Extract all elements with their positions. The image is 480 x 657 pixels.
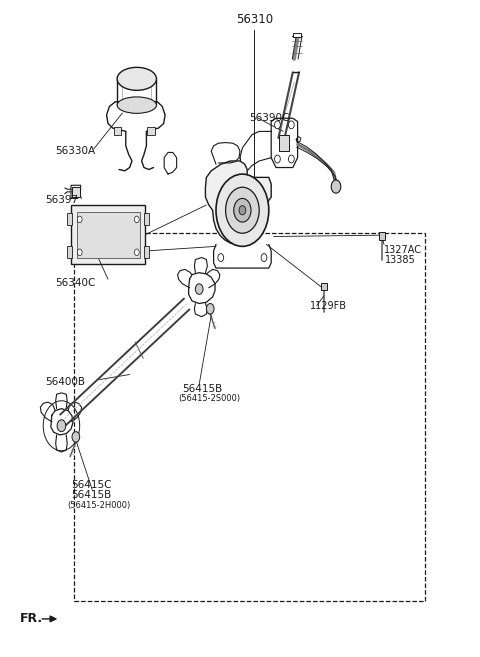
Circle shape xyxy=(234,198,251,222)
Text: (56415-2H000): (56415-2H000) xyxy=(68,501,131,510)
Text: 56330A: 56330A xyxy=(55,146,96,156)
Circle shape xyxy=(134,216,139,223)
Bar xyxy=(293,33,301,37)
Circle shape xyxy=(216,174,269,246)
Circle shape xyxy=(195,284,203,294)
Bar xyxy=(144,213,149,225)
Bar xyxy=(77,212,140,258)
Text: 56415C: 56415C xyxy=(71,480,111,490)
Circle shape xyxy=(72,432,80,442)
Circle shape xyxy=(77,249,82,256)
Circle shape xyxy=(77,216,82,223)
Bar xyxy=(74,233,425,601)
Text: 56397: 56397 xyxy=(46,195,79,206)
Text: 56390C: 56390C xyxy=(250,113,290,124)
Circle shape xyxy=(288,121,294,129)
Circle shape xyxy=(218,254,224,261)
Bar xyxy=(147,127,155,135)
Text: 56310: 56310 xyxy=(236,13,273,26)
Text: (56415-2S000): (56415-2S000) xyxy=(179,394,240,403)
Circle shape xyxy=(57,420,66,432)
Ellipse shape xyxy=(117,97,156,113)
Text: 56340C: 56340C xyxy=(55,277,96,288)
Ellipse shape xyxy=(117,68,156,91)
Text: 56415B: 56415B xyxy=(182,384,223,394)
Bar xyxy=(72,187,80,197)
Bar xyxy=(144,246,149,258)
Text: 56400B: 56400B xyxy=(46,377,85,388)
Circle shape xyxy=(261,254,267,261)
Bar xyxy=(321,283,327,290)
Circle shape xyxy=(275,155,280,163)
Circle shape xyxy=(288,155,294,163)
Circle shape xyxy=(206,304,214,314)
Bar xyxy=(71,205,145,264)
Circle shape xyxy=(239,206,246,215)
Bar xyxy=(67,213,72,225)
Text: 1327AC: 1327AC xyxy=(384,244,422,255)
Circle shape xyxy=(134,249,139,256)
Bar xyxy=(379,232,385,240)
Bar xyxy=(114,127,121,135)
Text: FR.: FR. xyxy=(20,612,43,625)
Text: 13385: 13385 xyxy=(385,255,416,265)
Circle shape xyxy=(331,180,341,193)
Text: 56415B: 56415B xyxy=(71,490,111,501)
Polygon shape xyxy=(205,161,271,244)
Circle shape xyxy=(275,121,280,129)
Circle shape xyxy=(226,187,259,233)
Text: 1129FB: 1129FB xyxy=(310,300,347,311)
Bar xyxy=(279,135,289,151)
Bar xyxy=(67,246,72,258)
